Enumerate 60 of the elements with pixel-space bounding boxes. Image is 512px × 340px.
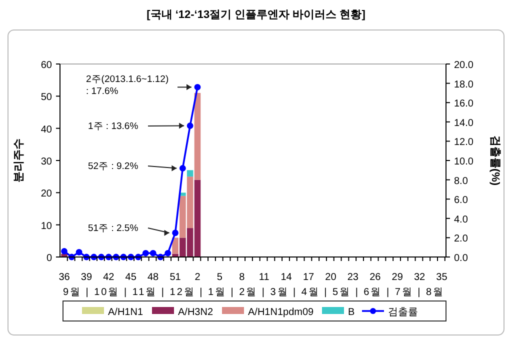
- y-axis-title: 분리주수: [13, 138, 25, 182]
- legend-label: A/H3N2: [178, 307, 214, 318]
- annotation: 52주 : 9.2%: [88, 161, 139, 172]
- x-tick-label: 32: [414, 272, 426, 283]
- bar: [186, 170, 194, 177]
- y2-tick-label: 14.0: [454, 118, 474, 129]
- y-tick-label: 10: [40, 220, 52, 232]
- point: [179, 165, 186, 172]
- x-tick-label: 14: [280, 272, 292, 283]
- x-tick-label: 51: [170, 272, 182, 283]
- y2-tick-label: 6.0: [454, 195, 468, 206]
- point: [186, 122, 194, 129]
- point: [150, 250, 156, 256]
- x-tick-label: 29: [392, 272, 404, 283]
- y-tick-label: 40: [40, 124, 52, 136]
- point: [61, 248, 68, 254]
- chart-title: [국내 ‘12-‘13절기 인플루엔자 바이러스 현황]: [146, 9, 366, 21]
- x-tick-label: 5: [216, 272, 223, 283]
- annotation: 2주(2013.1.6~1.12) : 17.6%: [86, 74, 169, 97]
- x-tick-label: 35: [436, 272, 448, 283]
- y2-tick-label: 8.0: [454, 176, 468, 187]
- y-tick-label: 20: [40, 188, 52, 200]
- legend-label: B: [348, 307, 355, 318]
- x-tick-label: 36: [58, 272, 70, 283]
- x-tick-label: 48: [148, 272, 160, 283]
- bar: [172, 238, 178, 254]
- x-tick-label: 42: [103, 272, 115, 283]
- y2-tick-label: 20.0: [454, 60, 474, 71]
- x-tick-label: 23: [347, 272, 359, 283]
- annotation: 51주 : 2.5%: [88, 223, 139, 234]
- y2-tick-label: 12.0: [454, 137, 474, 148]
- x-tick-label: 17: [302, 272, 315, 283]
- y-tick-label: 0: [46, 253, 52, 264]
- x-tick-label: 39: [80, 272, 92, 283]
- y2-axis-title: 검출률(%): [489, 135, 501, 186]
- y2-tick-label: 2.0: [454, 234, 468, 245]
- x-tick-label: 20: [325, 272, 337, 283]
- y2-tick-label: 10.0: [454, 156, 474, 168]
- x-tick-label: 26: [370, 272, 382, 283]
- x-tick-label: 11: [258, 272, 270, 283]
- legend-label: A/H1N1: [108, 307, 144, 318]
- point: [194, 84, 201, 90]
- y2-tick-label: 16.0: [454, 98, 474, 110]
- legend-label: 검출률: [388, 307, 418, 318]
- y-tick-label: 60: [40, 60, 52, 71]
- annotation: 1주 : 13.6%: [88, 121, 139, 132]
- point: [172, 230, 178, 236]
- y2-tick-label: 4.0: [454, 214, 468, 226]
- x-tick-label: 45: [125, 272, 137, 283]
- legend-label: A/H1N1pdm09: [248, 307, 314, 318]
- text: 9월 | 10월 | 11월 | 12월 | 1월 | 2월 | 3월 | 4월 | 5월 | 6월 | 7월 | 8월: [63, 287, 443, 298]
- point: [142, 250, 149, 256]
- x-tick-label: 8: [239, 272, 246, 283]
- y-tick-label: 50: [40, 92, 52, 104]
- point: [76, 248, 82, 256]
- y-tick-label: 30: [40, 156, 52, 168]
- point: [164, 250, 172, 256]
- y2-tick-label: 0.0: [454, 253, 468, 264]
- y2-tick-label: 18.0: [454, 79, 474, 90]
- x-tick-label: 2: [194, 272, 201, 283]
